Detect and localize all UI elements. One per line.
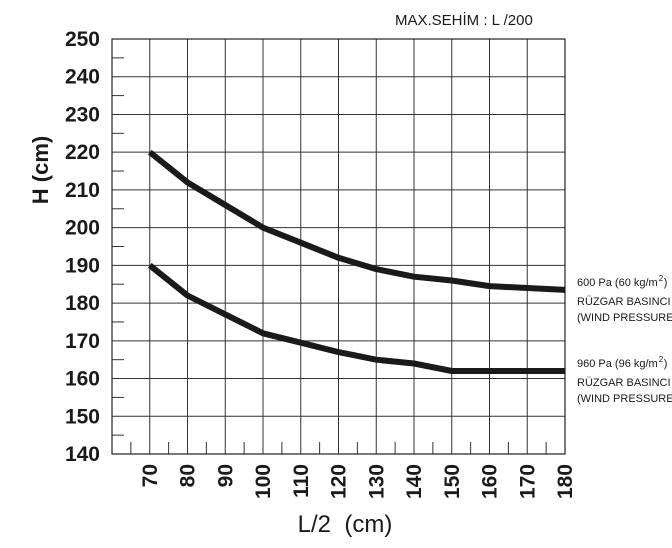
y-axis-title: H (cm) (28, 136, 53, 204)
y-tick-label: 160 (65, 368, 100, 391)
x-tick-label: 100 (252, 464, 275, 499)
y-tick-label: 210 (65, 179, 100, 202)
x-tick-label: 110 (290, 464, 313, 498)
y-tick-label: 240 (65, 66, 100, 89)
x-tick-label: 120 (328, 464, 351, 499)
y-tick-label: 250 (65, 28, 100, 51)
series-label-close: ) (664, 358, 668, 370)
x-axis: 70 80 90 100 110 120 130 140 150 160 170 180 (139, 464, 577, 499)
x-tick-label: 140 (403, 464, 426, 499)
series-label-pressure: 960 Pa (96 kg/m (577, 358, 658, 370)
series-line (147, 263, 565, 374)
series-line (147, 149, 566, 293)
x-tick-label: 160 (479, 464, 502, 499)
series-labels: 600 Pa (60 kg/m 2)RÜZGAR BASINCI(WIND PRE… (577, 274, 672, 405)
series-label-superscript: 2 (659, 355, 664, 364)
grid (112, 38, 566, 455)
series-label-line: (WIND PRESSURE) (577, 393, 672, 405)
y-axis: 140 150 160 170 180 190 200 210 220 230 240 250 (65, 28, 100, 466)
y-tick-label: 180 (65, 292, 100, 315)
y-tick-label: 170 (65, 330, 100, 353)
x-tick-label: 180 (554, 464, 577, 499)
x-tick-label: 90 (214, 464, 237, 487)
chart-title: MAX.SEHİM : L /200 (395, 11, 533, 29)
y-tick-label: 230 (65, 103, 100, 126)
y-tick-label: 190 (65, 254, 100, 277)
series-label-line: RÜZGAR BASINCI (577, 377, 671, 389)
x-tick-label: 170 (516, 464, 539, 499)
x-tick-label: 150 (441, 464, 464, 499)
x-tick-label: 130 (365, 464, 388, 499)
y-tick-label: 150 (65, 405, 100, 428)
series-label-superscript: 2 (659, 274, 664, 283)
series-label-line: (WIND PRESSURE) (577, 312, 672, 324)
y-tick-label: 220 (65, 141, 100, 164)
x-axis-title: L/2 (cm) (298, 511, 393, 538)
x-tick-label: 80 (177, 464, 200, 487)
series-lines (147, 149, 566, 374)
series-label-close: ) (664, 277, 668, 289)
series-label-pressure: 600 Pa (60 kg/m (577, 277, 658, 289)
series-label-line: RÜZGAR BASINCI (577, 296, 671, 308)
y-tick-label: 200 (65, 217, 100, 240)
x-tick-label: 70 (139, 464, 162, 487)
y-tick-label: 140 (65, 443, 100, 466)
plot-frame (111, 38, 566, 455)
